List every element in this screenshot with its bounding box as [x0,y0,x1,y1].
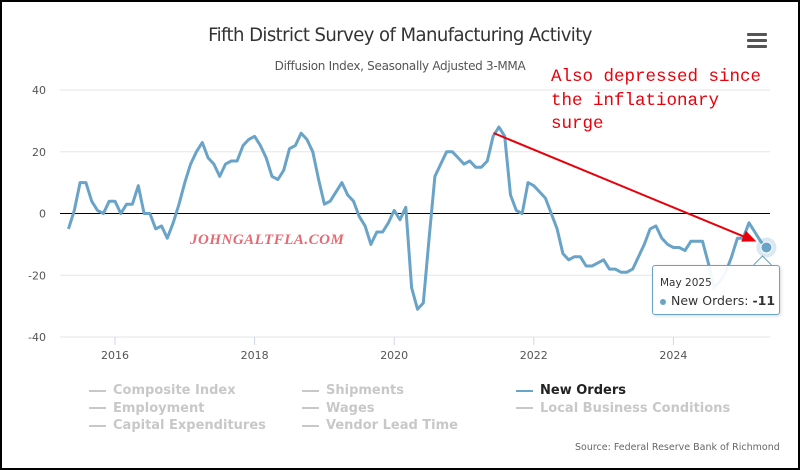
legend-swatch [302,407,319,410]
tooltip-series-label: New Orders: [671,293,753,308]
legend-label: Wages [326,400,375,416]
legend-swatch [302,424,319,427]
annotation-text: Also depressed since the inflationary su… [551,67,762,134]
tooltip-value-line: New Orders: -11 [660,293,775,308]
y-tick-label: 20 [32,146,46,159]
legend-swatch [89,424,106,427]
legend-label: Local Business Conditions [540,400,731,416]
legend-item-new-orders[interactable]: New Orders [516,382,730,400]
annotation-arrow [493,132,757,242]
y-axis-ticks: 40 20 0 -20 -40 [28,84,46,344]
tooltip: May 2025 New Orders: -11 [652,265,780,315]
legend-item-vendor-lead-time[interactable]: Vendor Lead Time [302,417,458,435]
legend-swatch [516,389,533,392]
legend-item-local-business-conditions[interactable]: Local Business Conditions [516,400,730,418]
tooltip-value: -11 [752,293,776,308]
watermark: JOHNGALTFLA.COM [190,232,345,248]
legend-swatch [302,389,319,392]
x-axis-ticks: 2016 2018 2020 2022 2024 [101,337,687,362]
legend-label: New Orders [540,383,626,399]
legend-swatch [89,389,106,392]
annotation-arrow-line [493,132,749,240]
legend-item-capital-expenditures[interactable]: Capital Expenditures [89,417,266,435]
legend-label: Shipments [326,383,404,399]
legend-label: Vendor Lead Time [326,418,458,434]
annotation-arrow-head [741,230,757,242]
legend-label: Composite Index [113,383,236,399]
y-tick-label: 0 [39,208,46,221]
legend-column-1: Composite Index Employment Capital Expen… [89,382,266,435]
hamburger-icon-bar [747,39,767,42]
y-tick-label: -40 [28,331,46,344]
x-tick-label: 2024 [659,349,687,362]
legend-column-2: Shipments Wages Vendor Lead Time [302,382,458,435]
legend-swatch [89,407,106,410]
series-line-new-orders[interactable] [67,125,768,311]
hamburger-icon [747,33,767,36]
x-tick-label: 2016 [101,349,129,362]
y-tick-label: 40 [32,84,46,97]
chart-title: Fifth District Survey of Manufacturing A… [208,24,592,46]
legend-item-employment[interactable]: Employment [89,400,266,418]
x-tick-label: 2022 [520,349,548,362]
legend-item-composite-index[interactable]: Composite Index [89,382,266,400]
hamburger-icon-bar [747,45,767,48]
y-tick-label: -20 [28,269,46,282]
tooltip-date: May 2025 [660,277,712,289]
legend-item-wages[interactable]: Wages [302,400,458,418]
x-tick-label: 2018 [241,349,269,362]
source-credit: Source: Federal Reserve Bank of Richmond [575,442,780,453]
tooltip-series-dot [660,298,666,305]
legend-label: Capital Expenditures [113,418,266,434]
legend-column-3: New Orders Local Business Conditions [516,382,730,417]
hamburger-menu-button[interactable] [747,33,767,49]
legend-label: Employment [113,400,205,416]
x-tick-label: 2020 [380,349,408,362]
legend-item-shipments[interactable]: Shipments [302,382,458,400]
legend-swatch [516,407,533,410]
chart-subtitle: Diffusion Index, Seasonally Adjusted 3-M… [274,59,526,73]
hover-point[interactable] [760,241,773,254]
grid-lines [60,89,770,338]
